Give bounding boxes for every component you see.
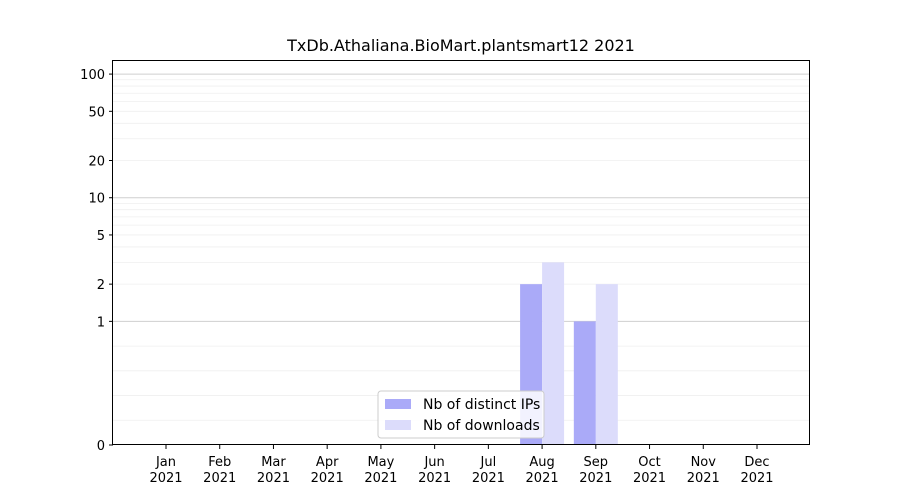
x-tick-label-year: 2021 — [579, 471, 612, 486]
x-tick-label-month: Sep — [584, 455, 609, 470]
x-tick-label-month: Aug — [529, 455, 554, 470]
plot-frame — [112, 60, 810, 445]
x-tick-label-month: Jan — [155, 455, 176, 470]
x-tick-label-month: Nov — [691, 455, 717, 470]
x-tick-label-month: May — [367, 455, 394, 470]
x-tick-label-month: Oct — [638, 455, 660, 470]
y-tick-label: 2 — [97, 278, 105, 293]
legend-label-distinct-ips: Nb of distinct IPs — [423, 397, 540, 413]
x-tick-label-month: Jun — [423, 455, 444, 470]
y-tick-label: 5 — [97, 229, 105, 244]
grid-lines — [113, 73, 810, 421]
legend-box — [377, 390, 545, 439]
bar-downloads — [595, 284, 618, 445]
legend-swatch-distinct-ips — [385, 399, 411, 409]
y-tick-label: 10 — [88, 192, 105, 207]
x-tick-label-year: 2021 — [687, 471, 720, 486]
y-tick-label: 100 — [80, 68, 105, 83]
x-tick-label-year: 2021 — [364, 471, 397, 486]
bar-distinct-ips — [573, 321, 596, 445]
x-tick-label-year: 2021 — [418, 471, 451, 486]
x-tick-label-year: 2021 — [203, 471, 236, 486]
x-tick-label-year: 2021 — [740, 471, 773, 486]
legend-label-downloads: Nb of downloads — [423, 418, 540, 434]
chart-title: TxDb.Athaliana.BioMart.plantsmart12 2021 — [286, 36, 635, 55]
x-tick-label-month: Feb — [208, 455, 231, 470]
x-tick-label-month: Jul — [480, 455, 497, 470]
x-tick-label-year: 2021 — [472, 471, 505, 486]
x-axis-ticks: Jan2021Feb2021Mar2021Apr2021May2021Jun20… — [149, 445, 774, 486]
bar-downloads — [542, 262, 565, 445]
y-tick-label: 50 — [88, 105, 105, 120]
x-tick-label-year: 2021 — [633, 471, 666, 486]
y-axis-ticks: 0 1 2 5 10 20 50 100 — [80, 68, 113, 454]
x-tick-label-year: 2021 — [311, 471, 344, 486]
y-tick-label: 0 — [97, 439, 105, 454]
x-tick-label-month: Dec — [744, 455, 769, 470]
legend-swatch-downloads — [385, 420, 411, 430]
x-tick-label-year: 2021 — [257, 471, 290, 486]
x-tick-label-year: 2021 — [526, 471, 559, 486]
y-tick-label: 1 — [97, 315, 105, 330]
y-tick-label: 20 — [88, 155, 105, 170]
x-tick-label-month: Mar — [261, 455, 286, 470]
x-tick-label-month: Apr — [316, 455, 339, 470]
x-tick-label-year: 2021 — [149, 471, 182, 486]
legend: Nb of distinct IPs Nb of downloads — [377, 390, 545, 439]
